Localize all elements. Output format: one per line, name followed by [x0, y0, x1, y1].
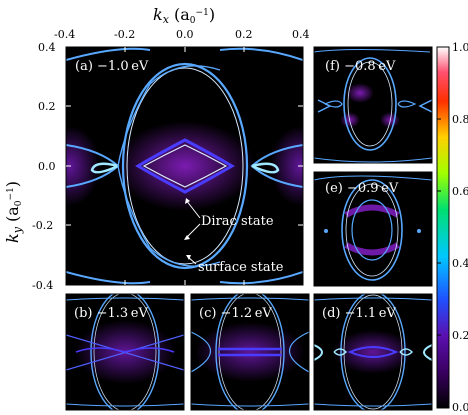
y-tick: 0.4 [38, 41, 56, 54]
panel-e: (e) −0.9 eV [313, 171, 433, 287]
x-tick-labels: -0.4 -0.2 0.0 0.2 0.4 [54, 28, 310, 41]
y-tick: -0.2 [32, 219, 53, 232]
y-axis-title: ky (a0−1) [3, 181, 24, 243]
panel-d-label: (d) −1.1 eV [322, 306, 396, 321]
x-tick: 0.2 [235, 28, 253, 41]
colorbar: 1.0 0.8 0.6 0.4 0.2 0.0 [436, 41, 468, 414]
y-tick: 0.0 [38, 160, 56, 173]
panel-c: (c) −1.2 eV [190, 293, 310, 411]
y-tick-labels: 0.4 0.2 0.0 -0.2 -0.4 [32, 41, 56, 292]
panel-f-label: (f) −0.8 eV [325, 59, 396, 74]
annotation-dirac-state: Dirac state [201, 214, 274, 229]
y-tick: 0.2 [38, 100, 56, 113]
colorbar-tick: 0.2 [452, 329, 468, 342]
colorbar-tick: 0.8 [452, 113, 468, 126]
panel-e-label: (e) −0.9 eV [325, 181, 399, 196]
y-tick: -0.4 [32, 279, 53, 292]
x-axis-title: kx (a0−1) [153, 5, 215, 26]
panel-c-label: (c) −1.2 eV [199, 306, 272, 321]
panel-f: (f) −0.8 eV [313, 46, 433, 164]
panel-a-label: (a) −1.0 eV [75, 59, 149, 74]
x-tick: 0.4 [292, 28, 310, 41]
panel-b-label: (b) −1.3 eV [74, 306, 148, 321]
colorbar-tick: 0.0 [452, 401, 468, 414]
x-tick: -0.2 [114, 28, 135, 41]
colorbar-tick: 0.4 [452, 257, 468, 270]
x-tick: -0.4 [54, 28, 75, 41]
colorbar-tick: 1.0 [452, 41, 468, 54]
panel-a: (a) −1.0 eV Dirac state surface state [65, 46, 304, 286]
panel-b: (b) −1.3 eV [65, 293, 185, 411]
svg-text:ky (a0−1): ky (a0−1) [3, 181, 24, 243]
panel-d: (d) −1.1 eV [313, 293, 433, 411]
annotation-surface-state: surface state [198, 260, 284, 275]
x-tick: 0.0 [176, 28, 194, 41]
colorbar-tick: 0.6 [452, 185, 468, 198]
